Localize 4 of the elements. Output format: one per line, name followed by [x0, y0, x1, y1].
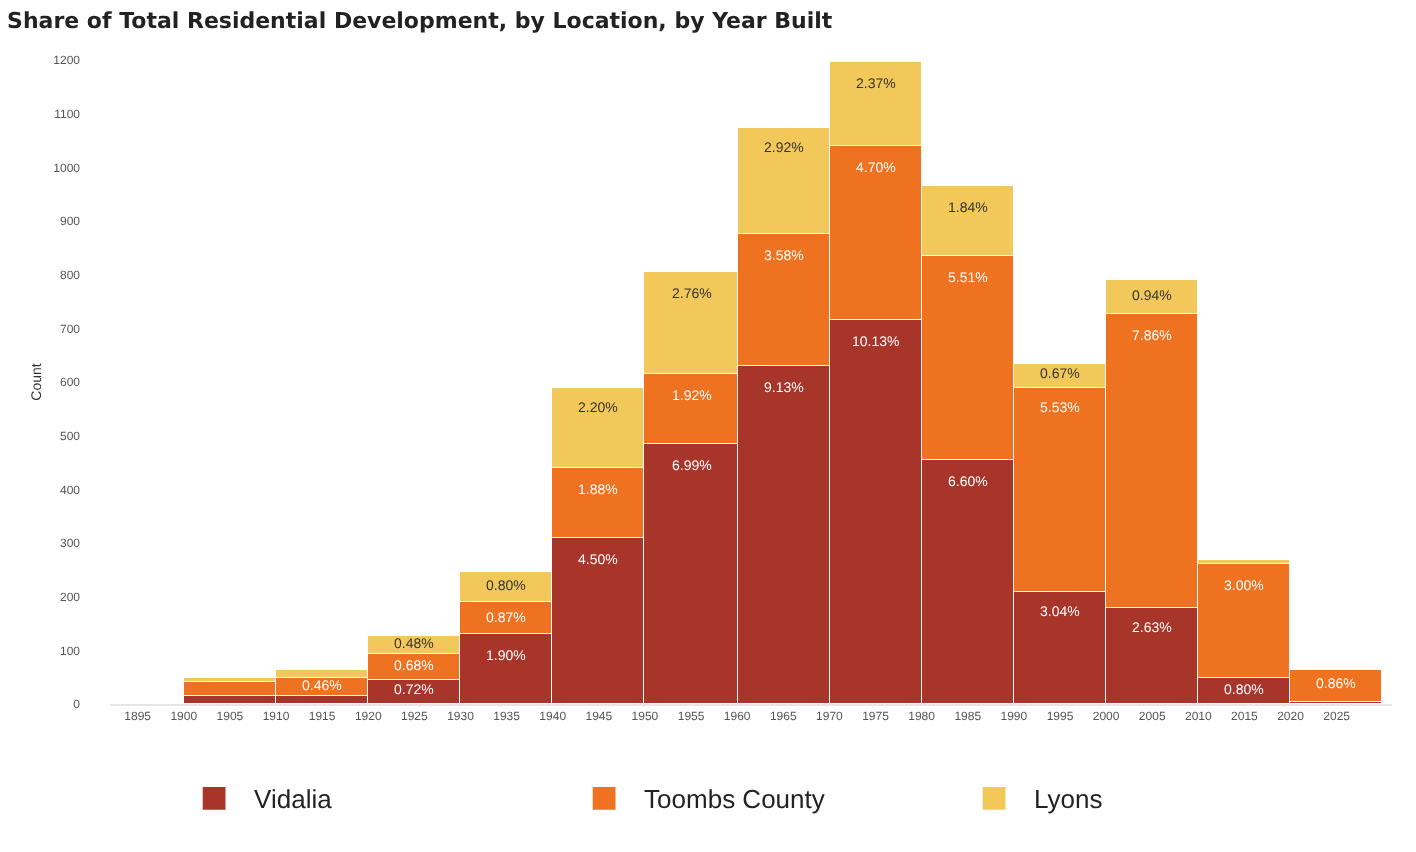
legend-label: Vidalia	[254, 784, 334, 815]
legend-label: Lyons	[1034, 784, 1104, 815]
chart-title: Share of Total Residential Development, by Location, by Year Built	[7, 8, 833, 35]
legend-label: Toombs County	[644, 784, 826, 815]
